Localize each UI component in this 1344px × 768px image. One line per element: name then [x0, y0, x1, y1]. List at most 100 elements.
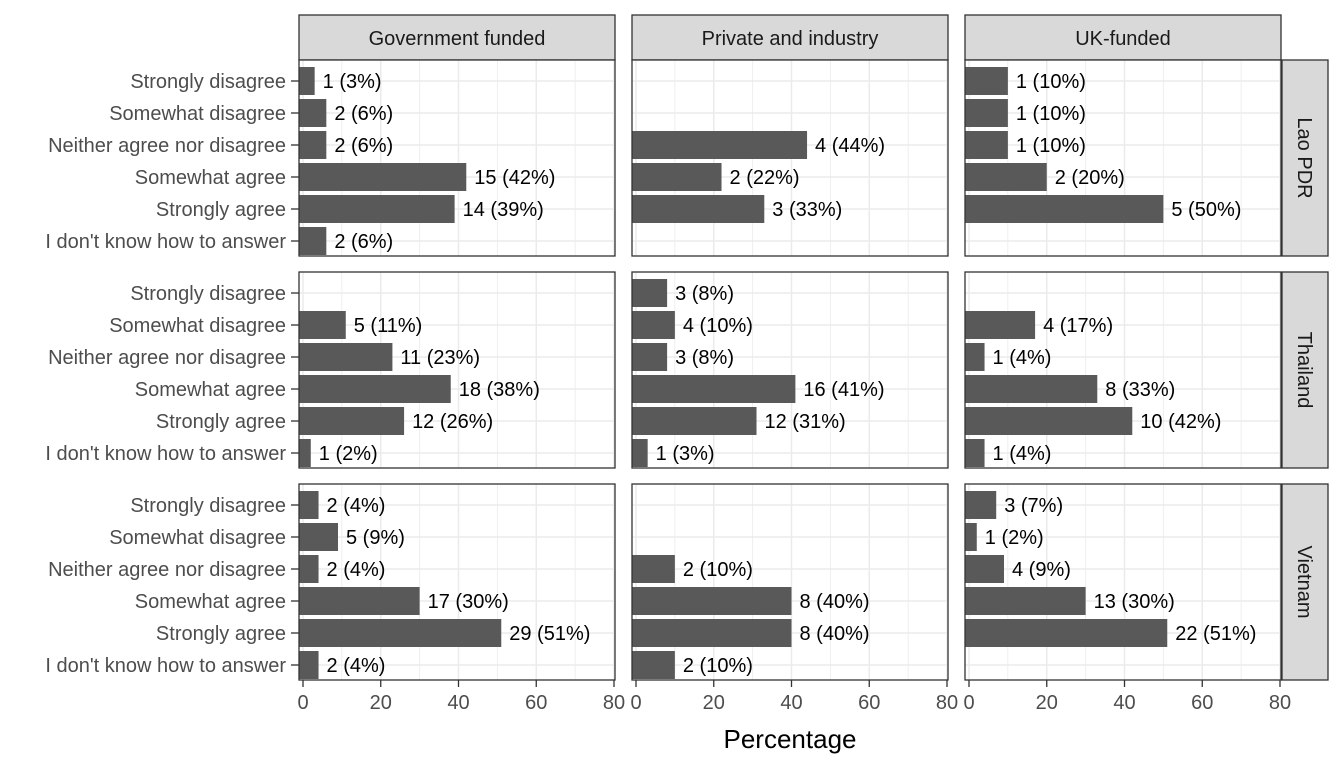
bar [632, 407, 757, 435]
row-strip-label: Vietnam [1293, 545, 1315, 618]
panel-border [631, 483, 949, 681]
panel-background [299, 484, 615, 680]
category-tick-label: I don't know how to answer [45, 443, 286, 465]
panel-background [299, 60, 615, 256]
panel: 2 (4%) 5 (9%) 2 (4%) 17 (30%)29 (51%) 2 (4%) [298, 483, 616, 681]
row-strip [1281, 483, 1329, 681]
bar [299, 491, 319, 519]
category-tick-label: Neither agree nor disagree [48, 135, 286, 157]
bar-value-label: 2 (4%) [327, 559, 386, 581]
bar-value-label: 5 (11%) [354, 315, 423, 337]
column-strip-label: UK-funded [1075, 28, 1171, 50]
bar-value-label: 1 (2%) [319, 443, 378, 465]
bar [632, 555, 675, 583]
bar [965, 343, 985, 371]
column-strip-label: Private and industry [702, 28, 879, 50]
bar [299, 131, 327, 159]
bar [299, 99, 327, 127]
x-tick-label: 40 [780, 692, 802, 714]
bar [299, 67, 315, 95]
bar [965, 587, 1086, 615]
bar [965, 311, 1036, 339]
bar-value-label: 10 (42%) [1140, 411, 1221, 433]
bar [965, 163, 1047, 191]
row-strip [1281, 271, 1329, 469]
x-tick-label: 20 [703, 692, 725, 714]
bar [299, 311, 346, 339]
bar [299, 227, 327, 255]
x-tick-label: 0 [297, 692, 308, 714]
category-tick-label: Somewhat disagree [109, 315, 286, 337]
bar [965, 131, 1008, 159]
category-tick-label: Somewhat disagree [109, 103, 286, 125]
bar-value-label: 12 (26%) [412, 411, 493, 433]
category-tick-label: Neither agree nor disagree [48, 559, 286, 581]
bar-value-label: 1 (3%) [323, 71, 382, 93]
bar [965, 407, 1133, 435]
panel-border [964, 59, 1282, 257]
bar [632, 439, 648, 467]
bar-value-label: 2 (22%) [730, 167, 800, 189]
panel-border [964, 271, 1282, 469]
bar-value-label: 18 (38%) [459, 379, 540, 401]
bar-value-label: 1 (10%) [1016, 103, 1086, 125]
bar [632, 587, 792, 615]
bar-value-label: 1 (10%) [1016, 135, 1086, 157]
x-tick-label: 80 [936, 692, 958, 714]
x-tick-label: 0 [963, 692, 974, 714]
bar [965, 67, 1008, 95]
bar-value-label: 2 (20%) [1055, 167, 1125, 189]
bar-value-label: 1 (2%) [985, 527, 1044, 549]
bar [965, 523, 977, 551]
bar-value-label: 2 (4%) [327, 495, 386, 517]
bar-value-label: 2 (4%) [327, 655, 386, 677]
bar [965, 491, 997, 519]
bar-value-label: 2 (6%) [334, 103, 393, 125]
bar-value-label: 29 (51%) [509, 623, 590, 645]
panel: 1 (3%) 2 (6%) 2 (6%) 15 (42%) 14 (39%) 2 (6%) [298, 59, 616, 257]
column-strip-label: Government funded [369, 28, 546, 50]
category-tick-label: Strongly agree [156, 411, 286, 433]
bar-value-label: 8 (40%) [800, 591, 870, 613]
bar [965, 619, 1168, 647]
bar [632, 131, 808, 159]
bar-value-label: 1 (4%) [993, 347, 1052, 369]
panel-background [632, 272, 948, 468]
bar [299, 375, 451, 403]
category-tick-label: Somewhat disagree [109, 527, 286, 549]
category-tick-label: Strongly disagree [130, 71, 286, 93]
bar [965, 375, 1098, 403]
bar [299, 439, 311, 467]
category-tick-label: Somewhat agree [135, 591, 286, 613]
bar [632, 375, 796, 403]
panel-background [965, 60, 1281, 256]
bar [299, 163, 467, 191]
bar-value-label: 14 (39%) [463, 199, 544, 221]
bar-value-label: 4 (10%) [683, 315, 753, 337]
bar-value-label: 16 (41%) [803, 379, 884, 401]
bar [632, 343, 668, 371]
category-tick-label: Strongly agree [156, 199, 286, 221]
bar-value-label: 11 (23%) [400, 347, 480, 369]
bar [632, 619, 792, 647]
x-tick-label: 0 [630, 692, 641, 714]
category-tick-label: Somewhat agree [135, 379, 286, 401]
bar [299, 343, 393, 371]
x-tick-label: 40 [447, 692, 469, 714]
x-tick-label: 20 [1036, 692, 1058, 714]
panel-border [298, 271, 616, 469]
x-tick-label: 80 [1269, 692, 1291, 714]
panel: 3 (8%) 4 (10%) 3 (8%) 16 (41%) 12 (31%) 1 (3%… [631, 271, 949, 469]
bar [299, 195, 455, 223]
bar [632, 195, 765, 223]
panel-border [631, 59, 949, 257]
panel: 5 (11%) 11 (23%) 18 (38%) 12 (26%) 1 (2%) [298, 271, 616, 469]
bar-value-label: 22 (51%) [1175, 623, 1256, 645]
bar-value-label: 3 (33%) [772, 199, 842, 221]
bar-value-label: 15 (42%) [474, 167, 555, 189]
bar-value-label: 5 (9%) [346, 527, 405, 549]
bar-value-label: 5 (50%) [1171, 199, 1241, 221]
panel-border [298, 59, 616, 257]
bar-value-label: 3 (7%) [1004, 495, 1063, 517]
panel-border [964, 483, 1282, 681]
